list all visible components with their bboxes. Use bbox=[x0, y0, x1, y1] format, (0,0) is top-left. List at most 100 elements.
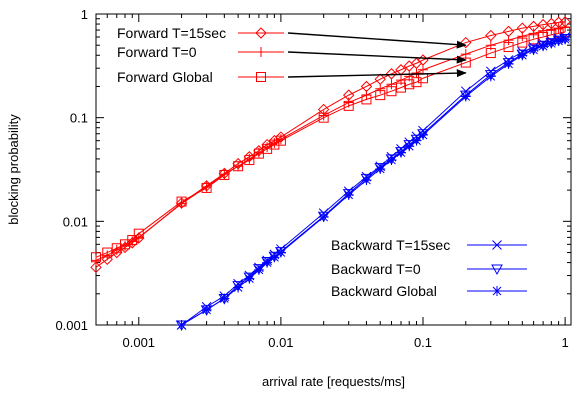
data-point bbox=[90, 261, 102, 274]
data-point bbox=[102, 250, 113, 261]
data-point bbox=[318, 110, 329, 121]
data-point bbox=[233, 161, 244, 172]
data-point bbox=[253, 264, 265, 275]
legend-marker bbox=[255, 27, 267, 39]
data-point bbox=[253, 264, 264, 275]
data-point bbox=[261, 256, 273, 268]
data-point bbox=[275, 135, 286, 146]
data-point bbox=[517, 31, 528, 42]
legend-marker bbox=[492, 240, 502, 250]
data-point bbox=[403, 140, 416, 151]
data-point bbox=[503, 58, 514, 69]
data-point bbox=[485, 48, 496, 59]
data-point bbox=[411, 77, 422, 88]
data-point bbox=[528, 28, 539, 39]
legend-label: Forward Global bbox=[117, 69, 213, 85]
data-point bbox=[560, 34, 571, 45]
data-point bbox=[133, 228, 144, 239]
y-tick-label: 0.001 bbox=[55, 318, 88, 333]
axis-ticks: 0.001 0.01 0.1 1 0.001 0.01 0.1 1 bbox=[55, 7, 571, 350]
data-point bbox=[528, 44, 539, 55]
data-point bbox=[127, 235, 138, 246]
series-line bbox=[95, 26, 566, 261]
x-tick-label: 1 bbox=[562, 335, 569, 350]
data-point bbox=[233, 282, 244, 293]
data-point bbox=[411, 135, 422, 146]
data-point bbox=[101, 253, 113, 266]
data-point bbox=[219, 169, 230, 180]
legend: Forward T=15sec Forward T=0 Forward Global… bbox=[117, 25, 527, 299]
legend-label: Backward T=0 bbox=[331, 261, 421, 277]
data-point bbox=[386, 155, 397, 166]
legend-marker bbox=[256, 47, 266, 57]
data-point bbox=[546, 24, 557, 35]
data-point bbox=[361, 94, 372, 105]
legend-label: Backward Global bbox=[331, 283, 437, 299]
legend-entry: Forward T=15sec bbox=[117, 25, 284, 41]
data-point bbox=[395, 82, 406, 93]
data-point bbox=[275, 247, 286, 258]
data-point bbox=[269, 139, 280, 150]
data-point bbox=[318, 112, 329, 123]
data-point bbox=[546, 38, 557, 49]
data-point bbox=[360, 173, 373, 185]
legend-marker bbox=[256, 72, 266, 82]
data-point bbox=[201, 182, 212, 193]
data-point bbox=[318, 212, 329, 223]
data-point bbox=[503, 35, 514, 46]
data-point bbox=[111, 246, 123, 259]
data-point bbox=[269, 252, 280, 263]
legend-marker bbox=[491, 264, 503, 276]
x-axis-label: arrival rate [requests/ms] bbox=[262, 374, 405, 389]
plot-frame bbox=[95, 13, 572, 326]
y-tick-label: 0.01 bbox=[63, 214, 88, 229]
series-2 bbox=[91, 27, 571, 263]
data-point bbox=[91, 252, 101, 263]
legend-pointer-arrow bbox=[287, 32, 467, 49]
data-point bbox=[375, 83, 386, 94]
data-point bbox=[517, 50, 528, 61]
data-point bbox=[460, 91, 471, 102]
data-point bbox=[485, 71, 496, 82]
data-point bbox=[374, 163, 387, 174]
data-point bbox=[553, 23, 564, 34]
data-point bbox=[176, 196, 187, 207]
data-point bbox=[243, 272, 256, 284]
data-point bbox=[176, 320, 187, 330]
data-point bbox=[418, 130, 429, 141]
data-point bbox=[404, 141, 415, 152]
data-point bbox=[410, 134, 423, 146]
data-point bbox=[404, 79, 415, 90]
data-point bbox=[385, 68, 398, 80]
data-point bbox=[386, 86, 397, 97]
data-point bbox=[375, 90, 386, 101]
data-point bbox=[262, 257, 273, 268]
legend-entry: Forward T=0 bbox=[117, 44, 284, 60]
x-tick-label: 0.1 bbox=[414, 335, 432, 350]
data-point bbox=[361, 175, 372, 186]
data-point bbox=[102, 247, 113, 258]
data-point bbox=[386, 79, 397, 90]
data-point bbox=[244, 155, 255, 166]
data-point bbox=[417, 129, 429, 140]
data-point bbox=[244, 273, 255, 284]
series-line bbox=[95, 31, 566, 258]
data-point bbox=[201, 304, 212, 315]
data-point bbox=[538, 41, 549, 52]
y-tick-label: 1 bbox=[81, 7, 88, 22]
data-point bbox=[560, 21, 571, 32]
series-group bbox=[90, 16, 571, 332]
y-axis-label: blocking probability bbox=[6, 114, 21, 225]
legend-pointer-arrow bbox=[287, 69, 467, 78]
legend-marker bbox=[492, 286, 502, 296]
legend-entry: Backward T=0 bbox=[331, 261, 527, 277]
x-tick-label: 0.001 bbox=[123, 335, 156, 350]
legend-label: Backward T=15sec bbox=[331, 237, 450, 253]
data-point bbox=[375, 163, 386, 174]
x-tick-label: 0.01 bbox=[268, 335, 293, 350]
series-5 bbox=[176, 34, 571, 330]
data-point bbox=[502, 58, 515, 69]
data-point bbox=[517, 37, 528, 48]
annotation-arrows bbox=[287, 32, 467, 78]
